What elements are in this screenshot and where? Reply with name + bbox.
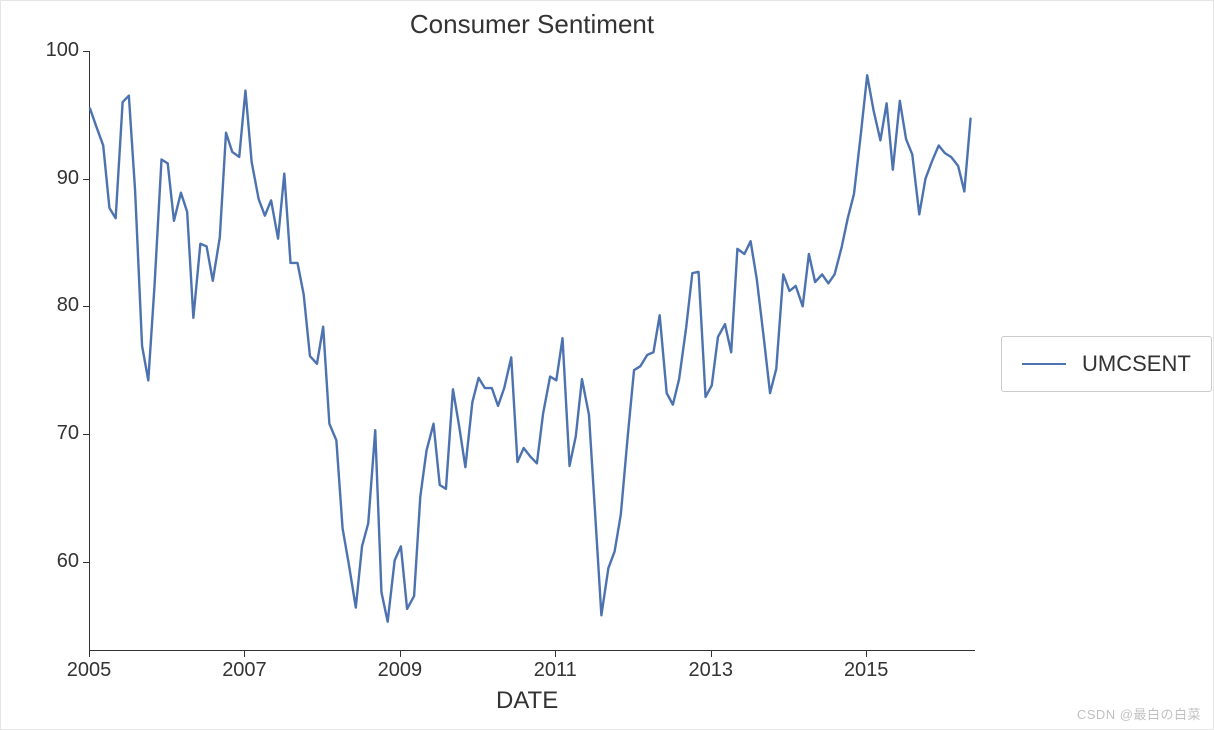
watermark: CSDN @最白の白菜 (1077, 704, 1201, 723)
y-tick-label: 70 (31, 422, 79, 445)
x-axis-label: DATE (496, 687, 558, 715)
x-tick-label: 2015 (836, 659, 896, 682)
chart-frame: Consumer Sentiment DATE UMCSENT CSDN @最白… (0, 0, 1214, 730)
y-tick-label: 80 (31, 294, 79, 317)
x-tick-label: 2007 (214, 659, 274, 682)
y-tick-label: 90 (31, 167, 79, 190)
x-tick-label: 2009 (370, 659, 430, 682)
x-tick-mark (400, 651, 401, 657)
y-tick-mark (83, 562, 89, 563)
legend-line-sample (1022, 363, 1066, 365)
y-tick-mark (83, 51, 89, 52)
x-tick-mark (89, 651, 90, 657)
x-tick-mark (555, 651, 556, 657)
plot-area (89, 51, 975, 651)
legend-label: UMCSENT (1082, 351, 1191, 377)
umcsent-line (90, 75, 971, 621)
series-line (90, 51, 976, 651)
y-tick-label: 100 (31, 39, 79, 62)
y-tick-label: 60 (31, 550, 79, 573)
x-tick-mark (866, 651, 867, 657)
y-tick-mark (83, 434, 89, 435)
x-tick-mark (244, 651, 245, 657)
x-tick-label: 2013 (681, 659, 741, 682)
y-tick-mark (83, 179, 89, 180)
x-tick-label: 2011 (525, 659, 585, 682)
x-tick-mark (711, 651, 712, 657)
chart-title: Consumer Sentiment (89, 9, 975, 40)
y-tick-mark (83, 306, 89, 307)
x-tick-label: 2005 (59, 659, 119, 682)
legend: UMCSENT (1001, 336, 1212, 392)
